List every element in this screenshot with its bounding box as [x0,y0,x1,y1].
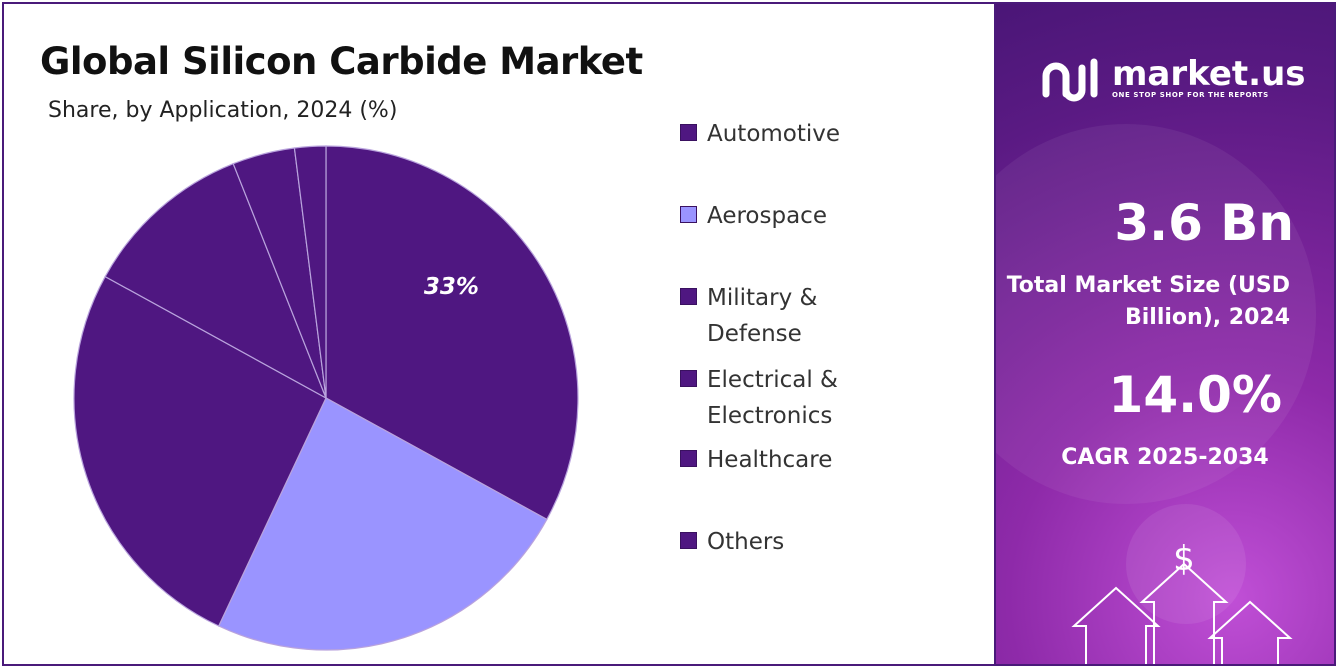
growth-arrows-icon: $ [1071,504,1293,664]
legend-item-automotive: Automotive [680,116,980,152]
legend-label: Electrical & Electronics [707,367,838,429]
legend-swatch [680,450,697,467]
dollar-icon: $ [1173,539,1195,579]
legend-label: Military & Defense [707,285,818,347]
legend-swatch [680,532,697,549]
summary-sidebar: market.us ONE STOP SHOP FOR THE REPORTS … [996,4,1334,664]
market-size-label: Total Market Size (USD Billion), 2024 [1006,273,1290,330]
legend-label: Aerospace [707,203,827,229]
market-size-value: 3.6 Bn [1114,194,1294,252]
chart-title: Global Silicon Carbide Market [40,40,643,83]
legend-label: Healthcare [707,447,833,473]
chart-panel: Global Silicon Carbide Market Share, by … [4,4,996,664]
pie-chart: 33% [73,145,579,651]
background-glow [996,124,1316,504]
legend-label: Automotive [707,121,841,147]
legend-swatch [680,288,697,305]
pie-slice-automotive [325,145,579,521]
data-label-automotive: 33% [424,274,479,300]
logo-tagline: ONE STOP SHOP FOR THE REPORTS [1112,91,1269,99]
legend-item-electrical-electronics: Electrical & Electronics [680,362,980,434]
chart-subtitle: Share, by Application, 2024 (%) [48,98,398,123]
legend-swatch [680,206,697,223]
market-us-logo-icon [1042,58,1098,102]
legend-item-aerospace: Aerospace [680,198,980,234]
cagr-label: CAGR 2025-2034 [1061,445,1269,470]
logo-name: market.us [1112,54,1306,94]
cagr-value: 14.0% [1108,366,1282,424]
legend-swatch [680,124,697,141]
legend-swatch [680,370,697,387]
pie-slice-electrical-electronics [104,162,328,400]
pie-slice-others [293,145,327,399]
legend-item-healthcare: Healthcare [680,442,980,478]
brand-logo: market.us ONE STOP SHOP FOR THE REPORTS [1040,54,1306,102]
pie-slice-aerospace [217,397,548,651]
legend-label: Others [707,529,785,555]
legend-item-military-defense: Military & Defense [680,280,980,352]
legend-item-others: Others [680,524,980,560]
